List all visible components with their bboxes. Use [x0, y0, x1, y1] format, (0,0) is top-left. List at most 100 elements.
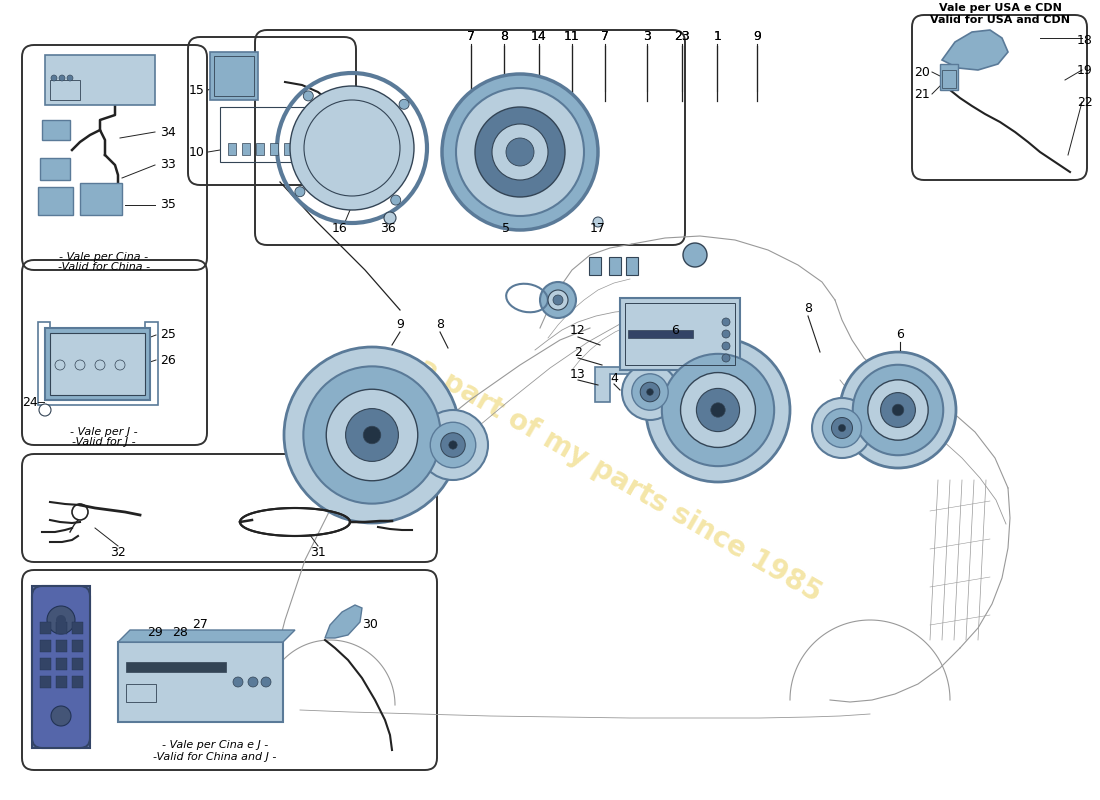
- Circle shape: [304, 91, 313, 101]
- Bar: [40, 640, 51, 652]
- Circle shape: [722, 318, 730, 326]
- Circle shape: [711, 402, 725, 418]
- Text: 14: 14: [531, 30, 547, 42]
- Bar: [609, 257, 622, 275]
- Circle shape: [475, 107, 565, 197]
- Bar: [42, 120, 70, 140]
- Bar: [40, 158, 70, 180]
- Text: 9: 9: [752, 30, 761, 42]
- Circle shape: [553, 295, 563, 305]
- Text: 22: 22: [1077, 95, 1093, 109]
- Circle shape: [441, 433, 465, 458]
- Bar: [626, 257, 638, 275]
- Bar: [56, 640, 67, 652]
- Text: 28: 28: [172, 626, 188, 638]
- Bar: [50, 333, 145, 395]
- Circle shape: [722, 330, 730, 338]
- Text: 8: 8: [499, 30, 508, 42]
- Polygon shape: [595, 367, 720, 402]
- Circle shape: [456, 88, 584, 216]
- Text: 23: 23: [674, 30, 690, 42]
- Circle shape: [449, 441, 458, 450]
- Bar: [45, 328, 150, 400]
- Text: 32: 32: [110, 546, 125, 558]
- Bar: [72, 658, 82, 670]
- Text: 36: 36: [381, 222, 396, 234]
- Text: 27: 27: [192, 618, 208, 631]
- Text: -Valid for China -: -Valid for China -: [58, 262, 150, 272]
- Bar: [270, 143, 278, 155]
- Text: Vale per USA e CDN: Vale per USA e CDN: [938, 3, 1062, 13]
- Circle shape: [640, 382, 660, 402]
- Text: 1: 1: [713, 30, 722, 42]
- Bar: [72, 676, 82, 688]
- Circle shape: [295, 186, 305, 197]
- Text: 2: 2: [574, 346, 582, 358]
- Text: 7: 7: [466, 30, 475, 42]
- Circle shape: [832, 418, 852, 438]
- Text: 8: 8: [436, 318, 444, 331]
- Circle shape: [384, 212, 396, 224]
- Text: 24: 24: [22, 395, 37, 409]
- Text: 3: 3: [642, 30, 651, 42]
- Circle shape: [823, 409, 861, 447]
- Bar: [72, 640, 82, 652]
- Circle shape: [233, 677, 243, 687]
- Text: -Valid for J -: -Valid for J -: [73, 437, 135, 447]
- Polygon shape: [942, 30, 1008, 70]
- Circle shape: [304, 366, 441, 504]
- Circle shape: [646, 338, 790, 482]
- Polygon shape: [324, 605, 362, 638]
- Circle shape: [47, 606, 75, 634]
- Text: 26: 26: [161, 354, 176, 366]
- Text: 29: 29: [147, 626, 163, 638]
- Circle shape: [548, 290, 568, 310]
- Text: 10: 10: [189, 146, 205, 158]
- Text: 20: 20: [914, 66, 929, 78]
- Bar: [284, 143, 292, 155]
- Bar: [40, 658, 51, 670]
- Circle shape: [492, 124, 548, 180]
- Text: Valid for USA and CDN: Valid for USA and CDN: [930, 15, 1070, 25]
- Bar: [118, 642, 283, 722]
- Text: 9: 9: [752, 30, 761, 42]
- Bar: [620, 298, 740, 370]
- Circle shape: [51, 706, 72, 726]
- Circle shape: [261, 677, 271, 687]
- Polygon shape: [118, 630, 295, 642]
- Circle shape: [852, 365, 943, 455]
- FancyBboxPatch shape: [32, 586, 90, 748]
- Text: 34: 34: [161, 126, 176, 138]
- Text: 30: 30: [362, 618, 378, 631]
- Text: -Valid for China and J -: -Valid for China and J -: [153, 752, 277, 762]
- Text: - Vale per J -: - Vale per J -: [70, 427, 138, 437]
- Text: 33: 33: [161, 158, 176, 171]
- Circle shape: [442, 74, 598, 230]
- Circle shape: [56, 615, 66, 625]
- Bar: [80, 183, 122, 215]
- Circle shape: [683, 243, 707, 267]
- Text: - Vale per Cina e J -: - Vale per Cina e J -: [162, 740, 268, 750]
- Text: a part of my parts since 1985: a part of my parts since 1985: [414, 353, 827, 607]
- Text: 25: 25: [161, 329, 176, 342]
- Circle shape: [722, 354, 730, 362]
- Circle shape: [345, 409, 398, 462]
- Bar: [56, 676, 67, 688]
- Text: 8: 8: [499, 30, 508, 42]
- Bar: [256, 143, 264, 155]
- Text: 35: 35: [161, 198, 176, 211]
- Bar: [126, 684, 156, 702]
- Circle shape: [540, 282, 576, 318]
- Bar: [40, 622, 51, 634]
- Text: 3: 3: [642, 30, 651, 42]
- Text: - Vale per Cina -: - Vale per Cina -: [59, 252, 149, 262]
- Circle shape: [248, 677, 258, 687]
- Circle shape: [67, 75, 73, 81]
- Text: 14: 14: [531, 30, 547, 42]
- Text: 7: 7: [601, 30, 609, 42]
- Bar: [56, 622, 67, 634]
- Text: 4: 4: [610, 371, 618, 385]
- Circle shape: [390, 195, 400, 205]
- Circle shape: [51, 75, 57, 81]
- Text: 18: 18: [1077, 34, 1093, 46]
